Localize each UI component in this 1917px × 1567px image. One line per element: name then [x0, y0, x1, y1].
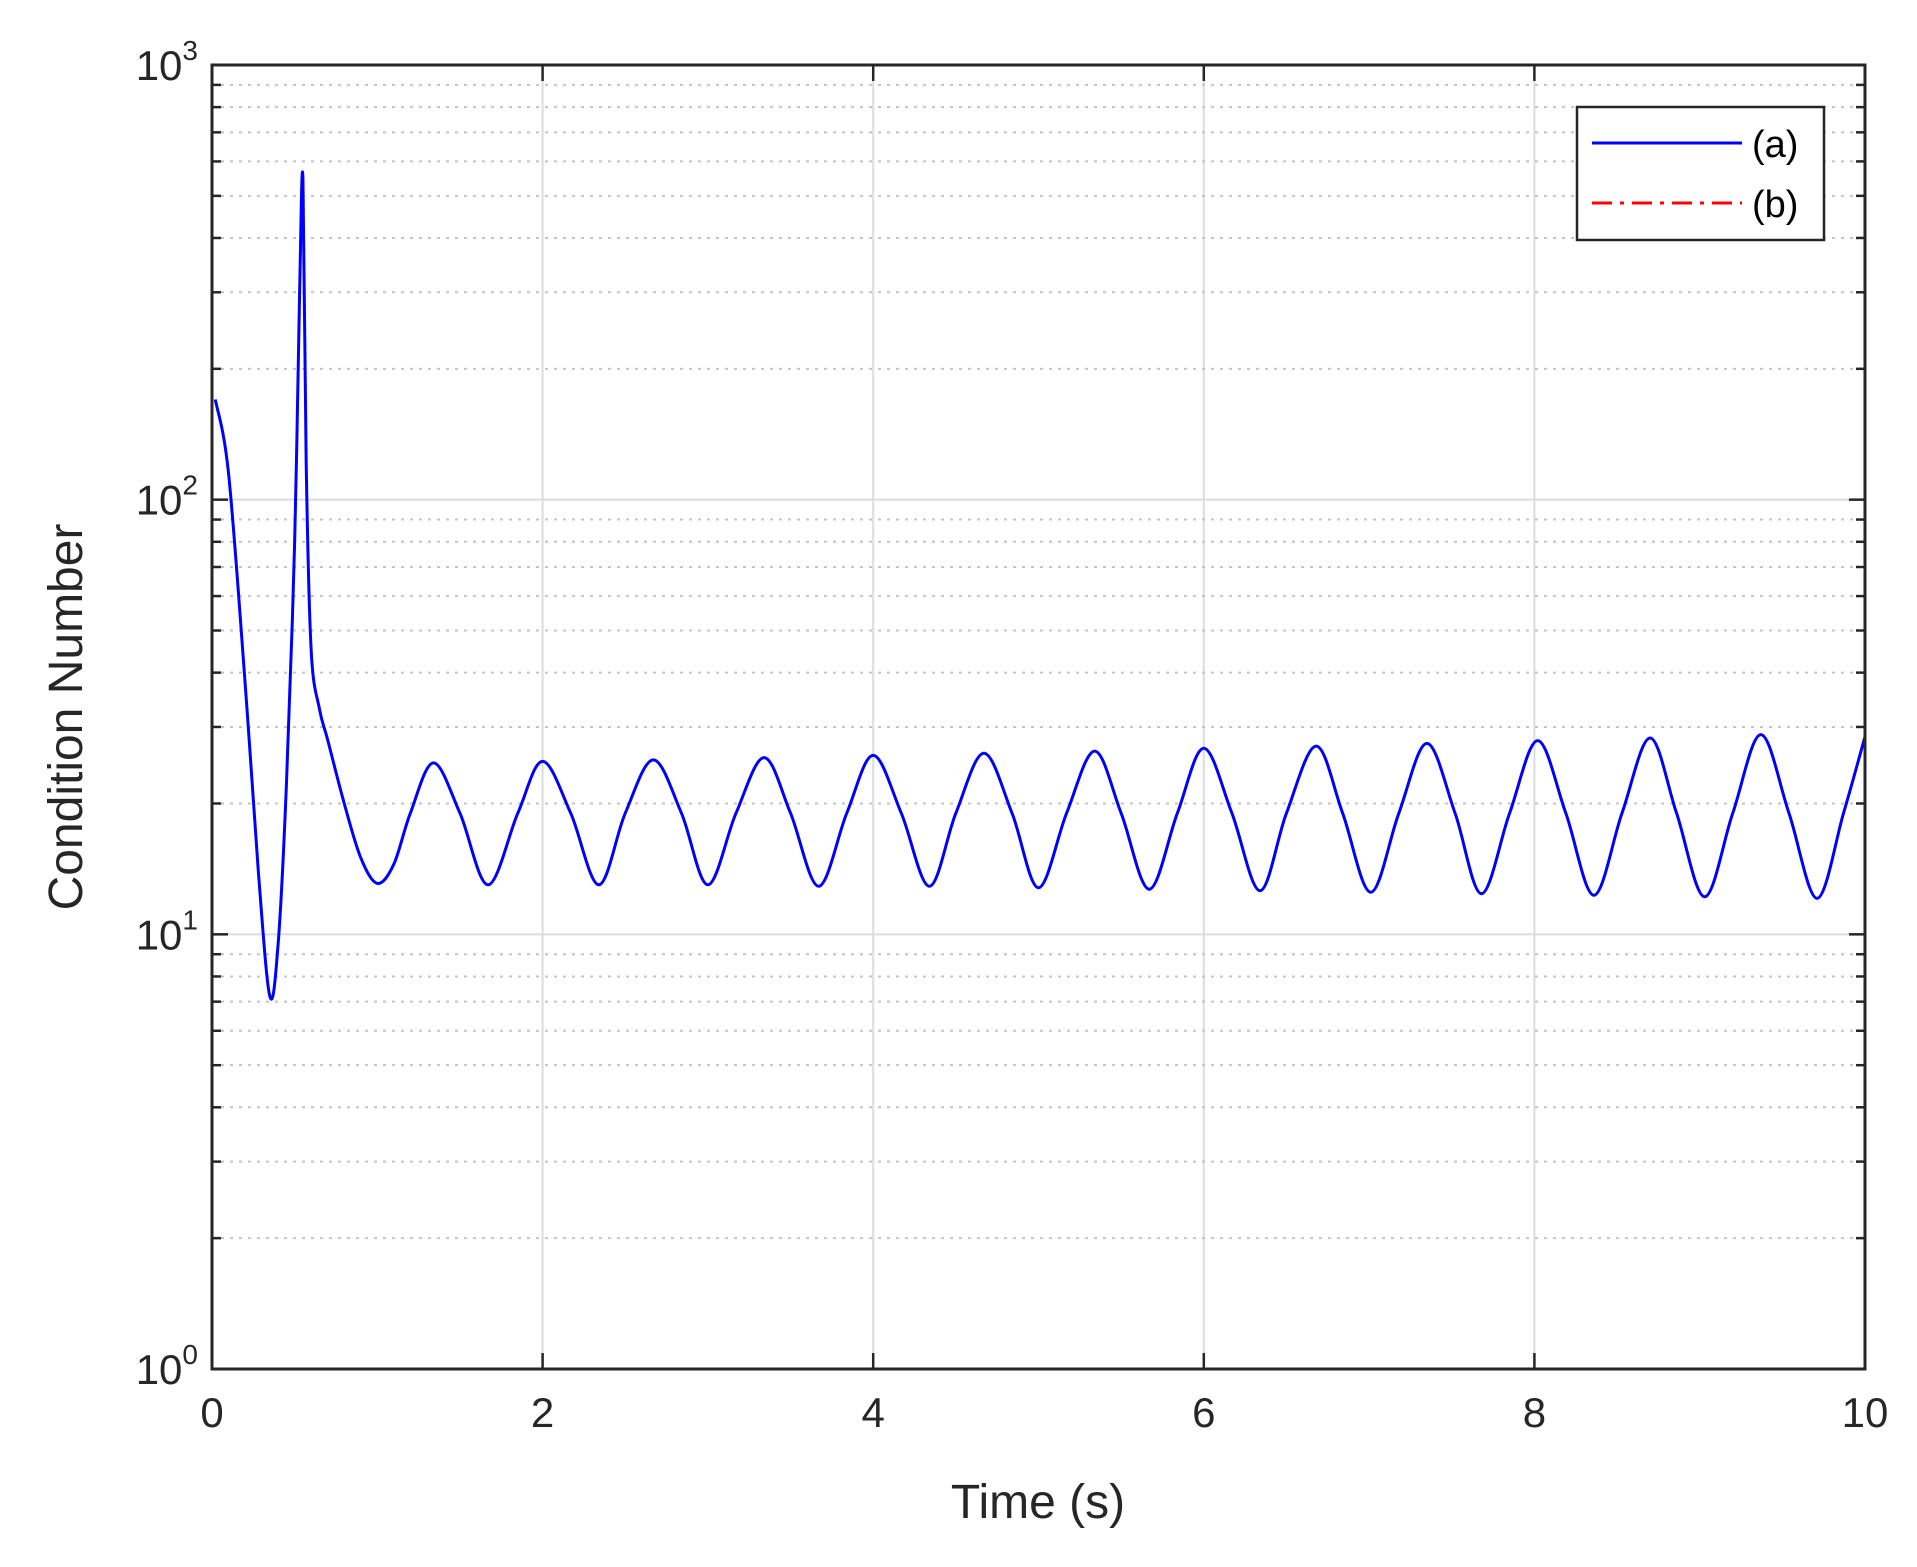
y-tick-base: 10	[136, 42, 183, 89]
y-tick-exponent: 3	[182, 35, 198, 66]
x-tick-label: 0	[200, 1389, 223, 1436]
x-tick-label: 8	[1523, 1389, 1546, 1436]
y-tick-base: 10	[136, 477, 183, 524]
y-tick-exponent: 1	[182, 904, 198, 935]
y-tick-exponent: 2	[182, 470, 198, 501]
axes-box	[210, 63, 1867, 1371]
plot-area	[212, 65, 1865, 1369]
x-axis-label: Time (s)	[951, 1476, 1125, 1529]
y-tick-label: 103	[136, 35, 198, 89]
y-tick-base: 10	[136, 911, 183, 958]
x-tick-labels: 0 2 4 6 8 10	[200, 1389, 1888, 1436]
x-tick-label: 2	[531, 1389, 554, 1436]
series-line-a	[213, 170, 1867, 1001]
y-axis-label: Condition Number	[40, 524, 93, 911]
legend-box	[1575, 105, 1826, 242]
y-tick-label: 102	[136, 470, 198, 524]
y-tick-label: 100	[136, 1339, 198, 1393]
y-tick-exponent: 0	[182, 1339, 198, 1370]
ticks	[210, 65, 1867, 1371]
legend-label-a: (a)	[1752, 124, 1798, 166]
legend: (a) (b)	[1575, 105, 1826, 242]
x-tick-label: 4	[862, 1389, 885, 1436]
x-tick-label: 10	[1842, 1389, 1889, 1436]
y-tick-label: 101	[136, 904, 198, 958]
legend-label-b: (b)	[1752, 184, 1798, 226]
x-tick-label: 6	[1192, 1389, 1215, 1436]
y-tick-base: 10	[136, 1346, 183, 1393]
